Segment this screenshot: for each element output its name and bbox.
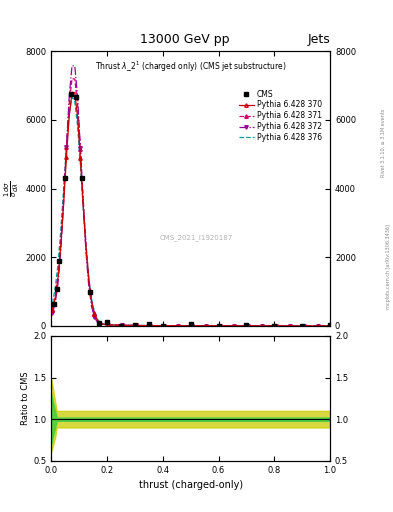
Text: CMS_2021_I1920187: CMS_2021_I1920187 [160, 234, 233, 241]
Y-axis label: $\frac{1}{\sigma}\frac{d\sigma}{d\lambda}$: $\frac{1}{\sigma}\frac{d\sigma}{d\lambda… [3, 180, 21, 197]
Text: 13000 GeV pp: 13000 GeV pp [140, 33, 230, 46]
Legend: CMS, Pythia 6.428 370, Pythia 6.428 371, Pythia 6.428 372, Pythia 6.428 376: CMS, Pythia 6.428 370, Pythia 6.428 371,… [237, 88, 323, 144]
X-axis label: thrust (charged-only): thrust (charged-only) [139, 480, 242, 490]
Text: mcplots.cern.ch [arXiv:1306.3436]: mcplots.cern.ch [arXiv:1306.3436] [386, 224, 391, 309]
Text: Rivet 3.1.10, ≥ 3.1M events: Rivet 3.1.10, ≥ 3.1M events [381, 109, 386, 178]
Y-axis label: Ratio to CMS: Ratio to CMS [21, 372, 30, 425]
Text: Jets: Jets [307, 33, 330, 46]
Text: Thrust $\lambda\_2^1$ (charged only) (CMS jet substructure): Thrust $\lambda\_2^1$ (charged only) (CM… [95, 59, 286, 74]
